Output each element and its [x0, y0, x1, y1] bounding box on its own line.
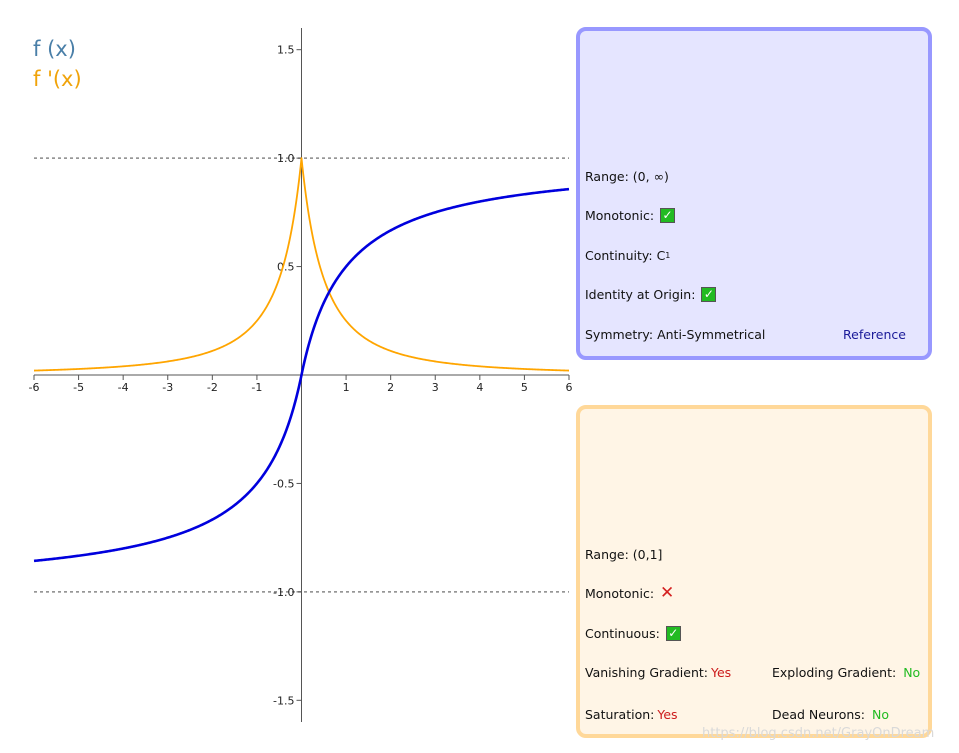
saturation-value: Yes	[657, 707, 678, 722]
continuous-label: Continuous:	[585, 626, 660, 641]
exploding-gradient-row: Exploding Gradient: No	[772, 665, 920, 680]
monotonic-label: Monotonic:	[585, 586, 655, 601]
symmetry-label: Symmetry: Anti-Symmetrical	[585, 327, 766, 342]
vanishing-gradient-label: Vanishing Gradient:	[585, 665, 708, 680]
legend-f-label: f (x)	[33, 37, 76, 61]
check-icon: ✓	[701, 287, 717, 302]
dead-neurons-value: No	[872, 707, 889, 722]
legend-fprime-label: f '(x)	[33, 67, 82, 91]
x-tick-label: 2	[387, 381, 394, 394]
x-tick-label: 1	[343, 381, 350, 394]
x-tick-label: -4	[118, 381, 129, 394]
vanishing-gradient-value: Yes	[711, 665, 732, 680]
y-tick-label: 1.0	[277, 152, 295, 165]
identity-row: Identity at Origin: ✓	[585, 287, 717, 302]
continuous-row: Continuous: ✓	[585, 626, 681, 641]
symmetry-row: Symmetry: Anti-Symmetrical	[585, 327, 765, 342]
x-tick-label: -5	[73, 381, 84, 394]
saturation-row: Saturation: Yes	[585, 707, 678, 722]
x-tick-label: 4	[476, 381, 483, 394]
saturation-label: Saturation:	[585, 707, 655, 722]
legend-fprime: f '(x)	[33, 66, 82, 92]
vanishing-gradient-row: Vanishing Gradient: Yes	[585, 665, 731, 680]
y-tick-label: -0.5	[273, 477, 294, 490]
properties-panel-derivative: Range: (0,1] Monotonic: ✕ Continuous: ✓ …	[576, 405, 932, 738]
x-tick-label: 6	[566, 381, 573, 394]
x-tick-label: -3	[162, 381, 173, 394]
dead-neurons-row: Dead Neurons: No	[772, 707, 889, 722]
function-plot: -6 -5 -4 -3 -2 -1 1 2 3 4 5 6 1.5 1.0 0.5 -0.5 -1.0 -1.5	[29, 28, 573, 722]
monotonic-label: Monotonic:	[585, 208, 655, 223]
range-label: Range: (0,1]	[585, 547, 663, 562]
y-tick-label: -1.5	[273, 694, 294, 707]
reference-link[interactable]: Reference	[843, 327, 906, 342]
exploding-gradient-label: Exploding Gradient:	[772, 665, 897, 680]
f-curve	[33, 187, 570, 563]
x-tick-label: 5	[521, 381, 528, 394]
range-row: Range: (0, ∞)	[585, 169, 669, 184]
y-tick-label: 1.5	[277, 44, 295, 57]
check-icon: ✓	[665, 626, 681, 641]
range-label: Range: (0, ∞)	[585, 169, 669, 184]
x-tick-label: -1	[251, 381, 262, 394]
watermark: https://blog.csdn.net/GrayOnDream	[702, 726, 935, 741]
y-tick-label: 0.5	[277, 261, 295, 274]
monotonic-row: Monotonic: ✕	[585, 583, 675, 603]
x-tick-label: 3	[432, 381, 439, 394]
x-tick-label: -2	[207, 381, 218, 394]
exploding-gradient-value: No	[903, 665, 921, 680]
dead-neurons-label: Dead Neurons:	[772, 707, 866, 722]
legend-f: f (x)	[33, 36, 76, 62]
properties-panel-function: Range: (0, ∞) Monotonic: ✓ Continuity: C…	[576, 27, 932, 360]
check-icon: ✓	[660, 208, 676, 223]
fprime-curve	[33, 157, 570, 372]
continuity-label: Continuity: C	[585, 248, 666, 263]
range-row: Range: (0,1]	[585, 547, 662, 562]
y-tick-label: -1.0	[273, 586, 294, 599]
identity-label: Identity at Origin:	[585, 287, 696, 302]
x-tick-label: -6	[29, 381, 40, 394]
monotonic-row: Monotonic: ✓	[585, 208, 676, 223]
continuity-superscript: 1	[665, 251, 671, 260]
cross-icon: ✕	[660, 583, 675, 603]
